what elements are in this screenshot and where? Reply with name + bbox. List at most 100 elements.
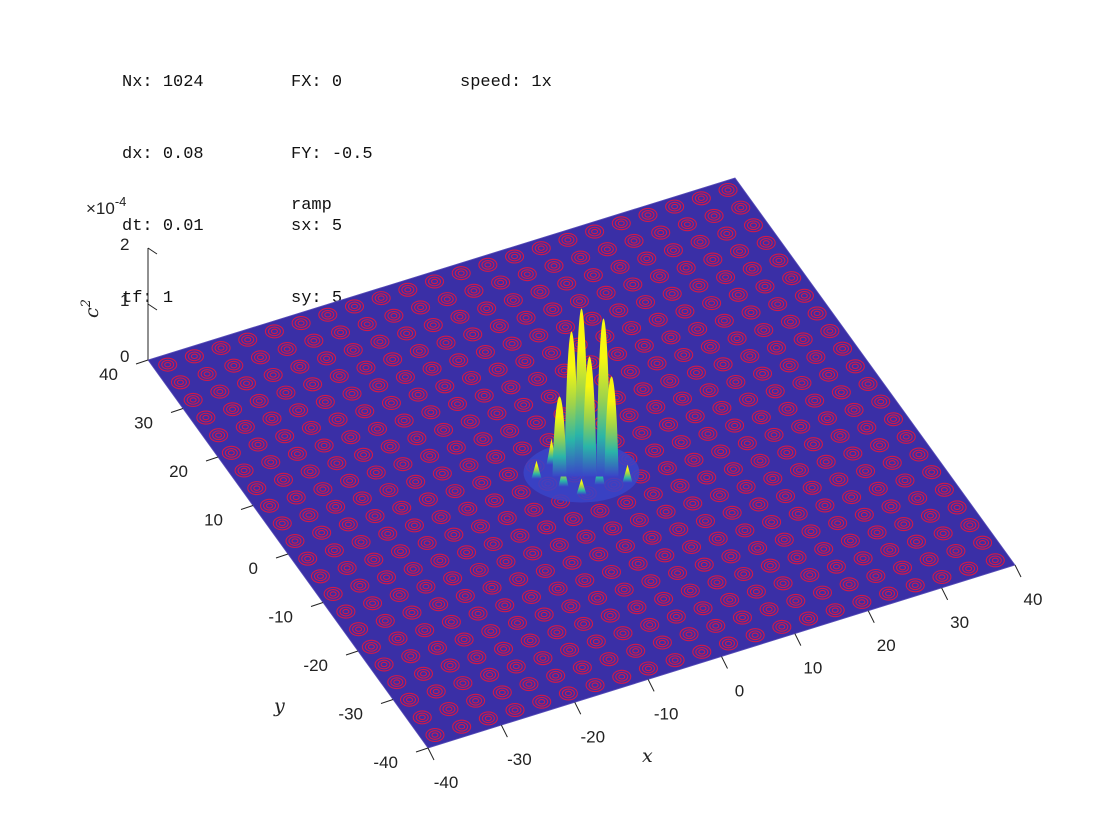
- contour-ring: [224, 447, 238, 458]
- contour-ring: [437, 425, 451, 435]
- contour-ring: [462, 460, 476, 471]
- contour-ring: [498, 467, 518, 482]
- contour-ring: [353, 580, 367, 591]
- contour-ring: [886, 414, 901, 425]
- contour-ring: [265, 413, 279, 424]
- contour-ring: [306, 379, 320, 390]
- contour-ring: [381, 528, 395, 539]
- x-tick-mark: [794, 633, 802, 646]
- params-column-1: Nx: 1024 dx: 0.08 dt: 0.01 tf: 1: [122, 23, 204, 335]
- contour-ring: [502, 558, 510, 565]
- contour-ring: [287, 446, 307, 461]
- contour-ring: [388, 631, 408, 646]
- contour-ring: [895, 562, 910, 573]
- contour-ring: [461, 593, 469, 599]
- contour-ring: [919, 552, 939, 567]
- contour-ring: [419, 581, 433, 592]
- contour-ring: [847, 405, 861, 415]
- contour-ring: [366, 598, 380, 609]
- contour-ring: [926, 513, 934, 519]
- contour-ring: [324, 312, 332, 318]
- contour-ring: [937, 484, 951, 495]
- contour-ring: [680, 219, 694, 230]
- contour-ring: [224, 358, 244, 373]
- contour-ring: [741, 305, 761, 320]
- contour-ring: [574, 252, 588, 263]
- contour-ring: [416, 668, 431, 679]
- contour-ring: [326, 589, 340, 599]
- contour-ring: [706, 618, 726, 633]
- contour-ring: [431, 732, 439, 738]
- contour-ring: [814, 541, 834, 557]
- contour-ring: [392, 500, 412, 515]
- contour-ring: [707, 575, 727, 590]
- contour-ring: [412, 256, 432, 271]
- contour-ring: [603, 521, 623, 536]
- contour-ring: [752, 588, 760, 595]
- contour-ring: [718, 182, 738, 198]
- peak-bump: [576, 478, 587, 495]
- contour-ring: [703, 341, 717, 352]
- contour-ring: [739, 392, 759, 407]
- contour-ring: [286, 490, 306, 505]
- contour-ring: [349, 622, 369, 637]
- contour-ring: [709, 256, 717, 263]
- contour-ring: [665, 653, 685, 668]
- contour-ring: [735, 248, 744, 254]
- contour-ring: [421, 405, 441, 420]
- contour-ring: [386, 354, 400, 365]
- contour-ring: [694, 557, 714, 572]
- contour-ring: [724, 551, 738, 562]
- contour-ring: [427, 276, 442, 287]
- contour-ring: [549, 537, 569, 553]
- contour-ring: [618, 674, 626, 680]
- contour-ring: [905, 578, 925, 593]
- contour-ring: [509, 297, 517, 303]
- x-tick-mark: [647, 679, 655, 692]
- contour-ring: [409, 343, 429, 359]
- y-tick-label: 0: [249, 559, 258, 578]
- contour-ring: [323, 586, 343, 601]
- contour-ring: [704, 208, 724, 223]
- contour-ring: [711, 533, 725, 544]
- contour-ring: [843, 535, 857, 546]
- contour-ring: [380, 661, 388, 668]
- contour-ring: [478, 480, 486, 486]
- contour-ring: [466, 418, 474, 425]
- contour-ring: [301, 553, 315, 564]
- contour-ring: [642, 530, 662, 545]
- contour-ring: [678, 306, 692, 317]
- contour-ring: [865, 337, 873, 344]
- contour-ring: [280, 344, 294, 354]
- contour-ring: [695, 646, 709, 657]
- contour-ring: [532, 694, 552, 709]
- contour-ring: [390, 313, 398, 319]
- contour-ring: [853, 551, 873, 566]
- param-tf: tf: 1: [122, 289, 174, 308]
- contour-ring: [589, 636, 603, 647]
- contour-ring: [586, 270, 600, 281]
- contour-ring: [379, 572, 394, 583]
- contour-ring: [433, 645, 441, 651]
- contour-ring: [453, 401, 462, 407]
- contour-ring: [292, 494, 300, 501]
- contour-ring: [706, 254, 720, 265]
- contour-ring: [370, 334, 390, 349]
- contour-ring: [504, 471, 512, 478]
- contour-ring: [348, 390, 356, 397]
- contour-ring: [532, 330, 546, 341]
- contour-ring: [241, 334, 255, 345]
- contour-ring: [783, 316, 797, 327]
- contour-ring: [435, 379, 455, 394]
- x-tick-label: 0: [735, 682, 744, 701]
- contour-ring: [886, 547, 894, 553]
- y-tick-mark: [380, 699, 394, 704]
- contour-ring: [845, 492, 859, 502]
- contour-ring: [611, 216, 631, 231]
- contour-ring: [833, 431, 847, 441]
- contour-ring: [469, 331, 477, 338]
- contour-ring: [746, 220, 761, 231]
- contour-ring: [985, 553, 1005, 568]
- contour-ring: [525, 681, 533, 687]
- contour-ring: [751, 543, 765, 553]
